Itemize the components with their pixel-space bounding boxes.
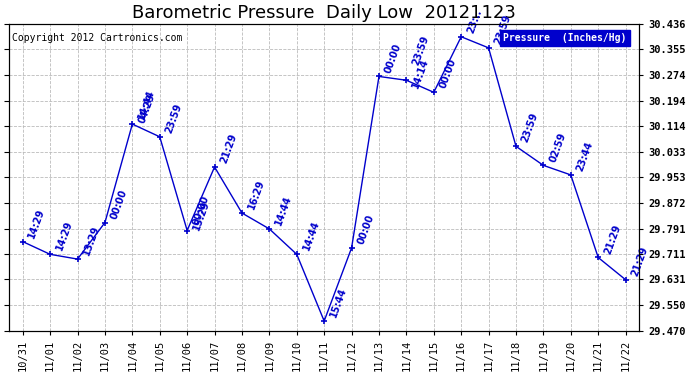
Text: 23:..: 23:..: [465, 8, 483, 34]
Text: 00:00: 00:00: [109, 188, 129, 220]
Text: 00:00: 00:00: [383, 42, 403, 74]
Text: 21:29: 21:29: [602, 223, 622, 255]
Text: 14:44: 14:44: [273, 194, 293, 227]
Text: 23:59: 23:59: [520, 112, 540, 144]
Text: 13:29: 13:29: [81, 224, 101, 257]
Text: 02:59: 02:59: [548, 130, 568, 163]
Text: 16:29: 16:29: [246, 178, 266, 211]
Text: 04:29: 04:29: [137, 93, 157, 125]
Text: 23:59: 23:59: [411, 34, 431, 66]
Text: 00:00: 00:00: [191, 194, 211, 227]
Text: 14:29: 14:29: [55, 220, 75, 252]
Text: 23:59: 23:59: [493, 13, 513, 46]
Text: 15:44: 15:44: [328, 286, 348, 319]
Text: 23:59: 23:59: [164, 102, 184, 135]
Text: 00:00: 00:00: [438, 58, 458, 90]
Text: 14:44: 14:44: [137, 88, 157, 120]
Text: 15:29: 15:29: [191, 199, 211, 231]
Title: Barometric Pressure  Daily Low  20121123: Barometric Pressure Daily Low 20121123: [132, 4, 516, 22]
Text: 00:00: 00:00: [356, 213, 376, 246]
Text: 14:14: 14:14: [411, 58, 431, 90]
Text: 21:29: 21:29: [219, 132, 239, 165]
Text: 21:29: 21:29: [630, 245, 650, 278]
Text: 23:44: 23:44: [575, 140, 595, 173]
Text: 14:29: 14:29: [27, 207, 47, 240]
Text: Copyright 2012 Cartronics.com: Copyright 2012 Cartronics.com: [12, 33, 183, 43]
Text: Pressure  (Inches/Hg): Pressure (Inches/Hg): [503, 33, 627, 43]
Text: 14:44: 14:44: [301, 220, 321, 252]
